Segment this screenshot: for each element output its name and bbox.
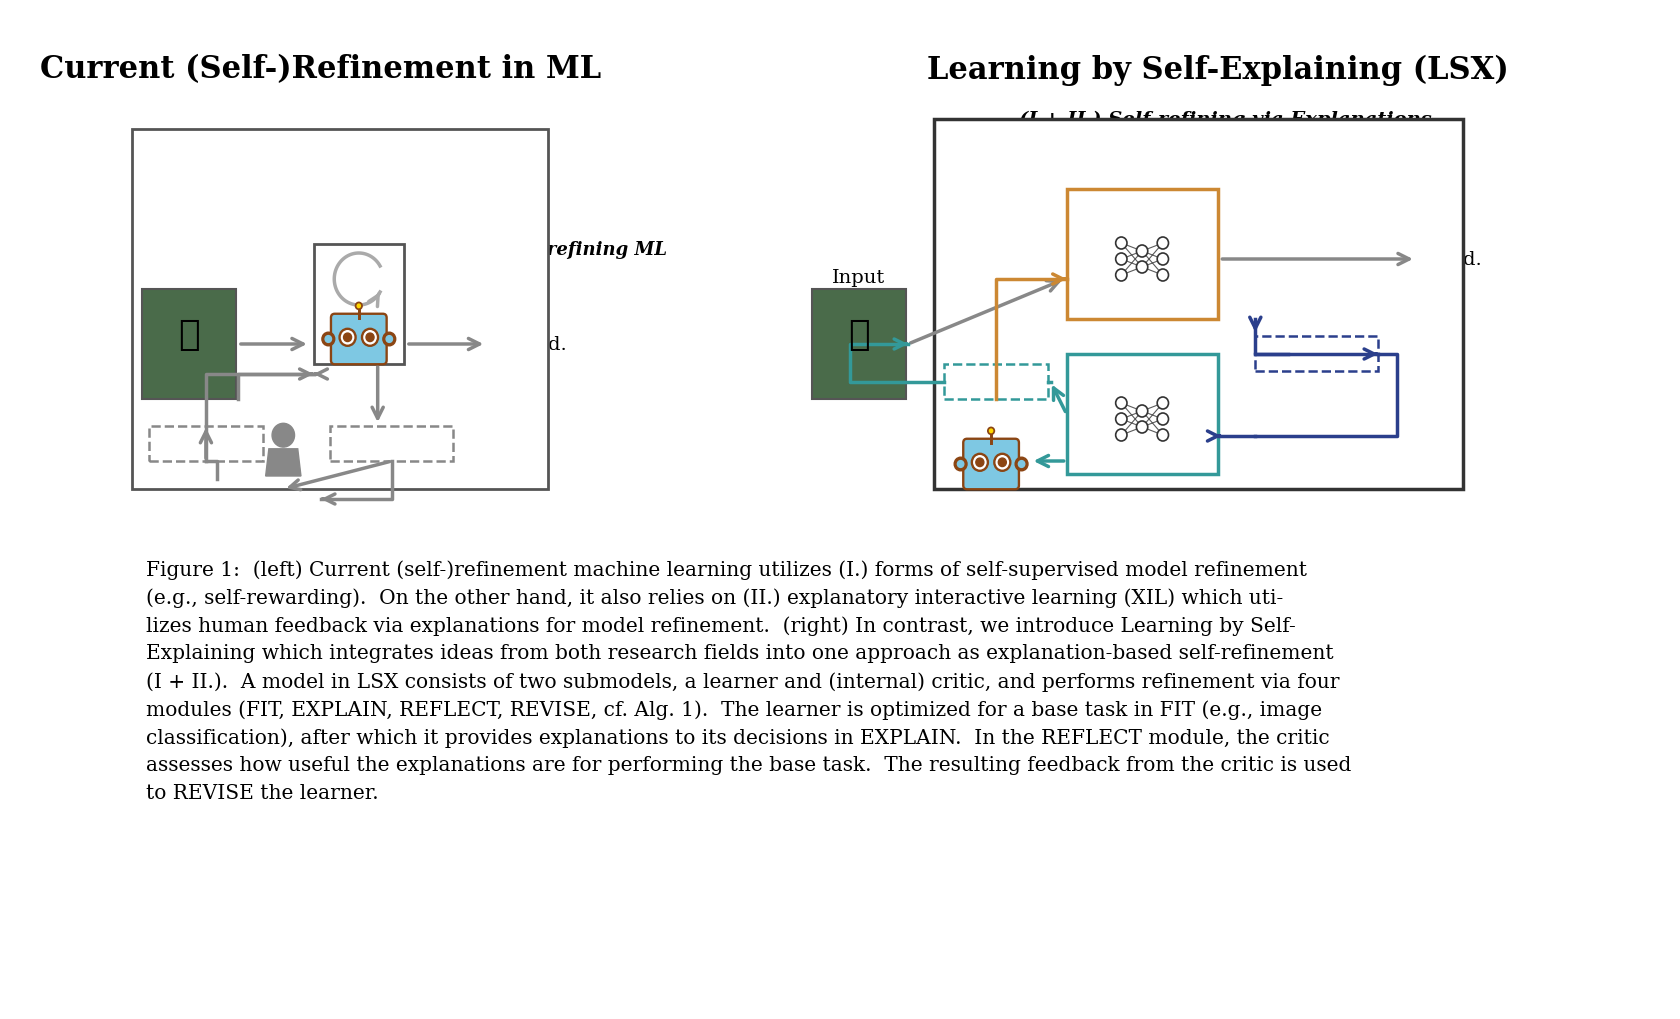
Circle shape: [326, 336, 331, 343]
Circle shape: [1158, 397, 1169, 410]
FancyBboxPatch shape: [944, 365, 1048, 399]
Text: feedback: feedback: [956, 374, 1037, 391]
Circle shape: [1158, 237, 1169, 250]
Circle shape: [272, 424, 294, 447]
Circle shape: [361, 329, 378, 346]
Circle shape: [344, 333, 351, 342]
Circle shape: [988, 428, 995, 435]
FancyBboxPatch shape: [331, 315, 386, 365]
Circle shape: [1136, 246, 1147, 258]
FancyBboxPatch shape: [133, 129, 548, 489]
Text: explanation: explanation: [336, 435, 447, 453]
Text: Current (Self-)Refinement in ML: Current (Self-)Refinement in ML: [40, 54, 601, 86]
FancyBboxPatch shape: [314, 245, 405, 365]
Circle shape: [1136, 422, 1147, 433]
FancyBboxPatch shape: [331, 427, 454, 462]
Circle shape: [1116, 397, 1127, 410]
FancyBboxPatch shape: [1255, 336, 1378, 372]
Circle shape: [998, 459, 1006, 467]
Text: Pred.: Pred.: [1430, 251, 1483, 269]
Circle shape: [1158, 430, 1169, 441]
Circle shape: [1116, 237, 1127, 250]
Text: (I + II.) Self-refining via Explanations: (I + II.) Self-refining via Explanations: [1020, 111, 1431, 129]
Circle shape: [1136, 262, 1147, 274]
Circle shape: [1116, 430, 1127, 441]
Circle shape: [1158, 414, 1169, 426]
Text: 🐦: 🐦: [848, 318, 870, 352]
Text: feedback: feedback: [166, 435, 245, 453]
Circle shape: [1116, 270, 1127, 281]
Circle shape: [1158, 254, 1169, 266]
Circle shape: [323, 333, 334, 346]
Circle shape: [339, 329, 356, 346]
Circle shape: [976, 459, 984, 467]
Circle shape: [383, 333, 396, 346]
Text: Input: Input: [163, 269, 215, 286]
Polygon shape: [265, 449, 301, 477]
Text: Learner: Learner: [1105, 296, 1179, 314]
Circle shape: [1136, 406, 1147, 418]
Circle shape: [366, 333, 375, 342]
Text: (I.) Self-refining ML: (I.) Self-refining ML: [462, 240, 667, 259]
Circle shape: [958, 462, 964, 468]
Circle shape: [1116, 254, 1127, 266]
Text: explanation: explanation: [1262, 345, 1371, 364]
Circle shape: [1158, 270, 1169, 281]
Circle shape: [995, 454, 1010, 472]
Circle shape: [954, 458, 968, 472]
Circle shape: [1015, 458, 1028, 472]
Text: Pred.: Pred.: [514, 335, 568, 354]
Circle shape: [386, 336, 393, 343]
Text: 🐦: 🐦: [178, 318, 200, 352]
FancyBboxPatch shape: [811, 289, 906, 399]
FancyBboxPatch shape: [934, 120, 1463, 489]
Text: Learning by Self-Explaining (LSX): Learning by Self-Explaining (LSX): [927, 54, 1509, 86]
FancyBboxPatch shape: [150, 427, 262, 462]
FancyBboxPatch shape: [1067, 190, 1218, 320]
Text: (II.) XIL: (II.) XIL: [454, 471, 541, 488]
FancyBboxPatch shape: [1067, 355, 1218, 475]
FancyBboxPatch shape: [963, 439, 1020, 490]
Circle shape: [1116, 414, 1127, 426]
Circle shape: [1018, 462, 1025, 468]
Text: Input: Input: [832, 269, 885, 286]
Circle shape: [971, 454, 988, 472]
Text: Figure 1:  (left) Current (self-)refinement machine learning utilizes (I.) forms: Figure 1: (left) Current (self-)refineme…: [146, 559, 1352, 802]
FancyBboxPatch shape: [141, 289, 237, 399]
Text: Critic: Critic: [1116, 452, 1168, 471]
Circle shape: [356, 304, 361, 310]
